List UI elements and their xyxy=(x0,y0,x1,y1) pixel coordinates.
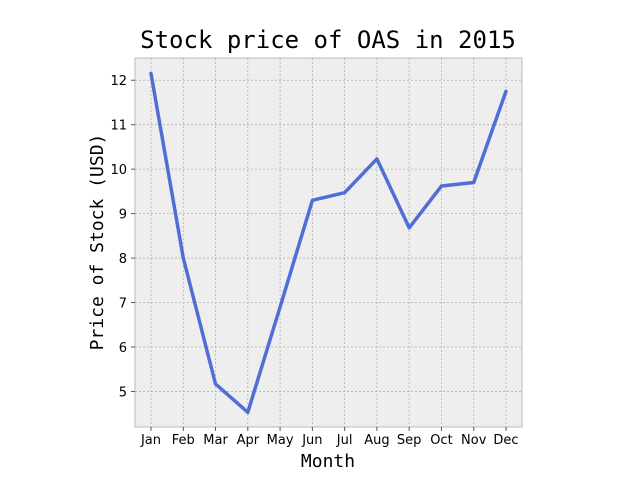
data-point xyxy=(149,72,153,76)
data-point xyxy=(278,305,282,309)
x-tick-label: Jul xyxy=(336,433,353,448)
y-axis-ticks: 5 6 7 8 9 10 11 12 xyxy=(110,74,135,400)
x-tick-label: Oct xyxy=(430,433,452,448)
x-axis-ticks: Jan Feb Mar Apr May Jun Jul Aug Sep Oct Nov Dec xyxy=(140,427,519,448)
x-tick-label: May xyxy=(267,433,294,448)
x-tick-label: Dec xyxy=(493,433,518,448)
y-tick-label: 6 xyxy=(119,341,127,356)
x-tick-label: Aug xyxy=(364,433,389,448)
y-tick-label: 12 xyxy=(110,74,127,89)
x-tick-label: Mar xyxy=(203,433,228,448)
x-tick-label: Nov xyxy=(461,433,487,448)
data-point xyxy=(246,410,250,414)
data-point xyxy=(439,184,443,188)
data-point xyxy=(472,180,476,184)
data-point xyxy=(343,191,347,195)
y-tick-label: 5 xyxy=(119,385,127,400)
x-tick-label: Sep xyxy=(397,433,422,448)
chart-title: Stock price of OAS in 2015 xyxy=(140,26,516,54)
data-point xyxy=(310,198,314,202)
grid-lines xyxy=(135,58,522,427)
x-tick-label: Apr xyxy=(237,433,260,448)
x-tick-label: Jan xyxy=(140,433,161,448)
x-axis-label: Month xyxy=(301,451,355,472)
y-tick-label: 7 xyxy=(119,297,127,312)
x-tick-label: Jun xyxy=(301,433,322,448)
x-tick-label: Feb xyxy=(172,433,195,448)
y-tick-label: 10 xyxy=(110,163,127,178)
data-point xyxy=(504,89,508,93)
series-group xyxy=(149,71,508,415)
y-tick-label: 11 xyxy=(110,119,127,134)
data-point xyxy=(375,157,379,161)
data-point xyxy=(181,256,185,260)
series-line xyxy=(149,71,508,415)
data-point xyxy=(214,382,218,386)
y-tick-label: 8 xyxy=(119,252,127,267)
plot-area xyxy=(134,57,523,428)
y-axis-label: Price of Stock (USD) xyxy=(87,134,108,351)
y-tick-label: 9 xyxy=(119,208,127,223)
data-point xyxy=(407,226,411,230)
